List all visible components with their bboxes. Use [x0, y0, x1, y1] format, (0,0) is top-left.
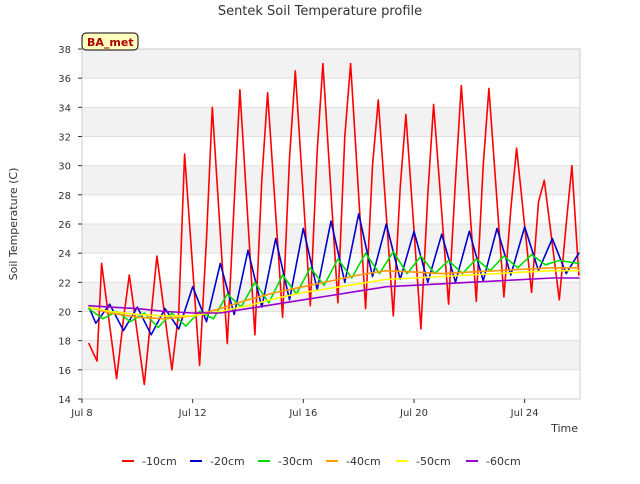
station-badge-box	[81, 32, 139, 51]
y-tick-label: 22	[58, 278, 71, 289]
y-tick-label: 26	[58, 220, 71, 231]
legend: -10cm -20cm -30cm -40cm -50cm -60cm	[122, 455, 521, 468]
y-tick-label: 14	[58, 395, 71, 406]
series-line-50cm	[88, 269, 580, 317]
legend-item-60cm: -60cm	[466, 455, 521, 468]
x-tick-label: Jul 8	[70, 408, 93, 419]
chart-title: Sentek Soil Temperature profile	[218, 4, 422, 19]
axis-ticks: 14 16 18 20 22 24 26 28 30 32 34 36 38 Jul 8 Jul 12 Jul…	[58, 45, 538, 419]
plot-band	[82, 224, 580, 254]
legend-label: -10cm	[142, 455, 177, 468]
y-tick-label: 20	[58, 308, 71, 319]
x-axis-label: Time	[550, 422, 578, 435]
legend-item-20cm: -20cm	[190, 455, 245, 468]
series-line-40cm	[88, 266, 580, 320]
series-line-60cm	[88, 277, 580, 314]
x-tick-label: Jul 16	[288, 408, 317, 419]
x-tick-label: Jul 12	[178, 408, 207, 419]
y-tick-label: 18	[58, 337, 71, 348]
plot-band	[82, 340, 580, 370]
legend-label: -30cm	[278, 455, 313, 468]
station-badge-label: BA_met	[87, 36, 134, 49]
y-axis-label: Soil Temperature (C)	[7, 168, 20, 281]
x-tick-label: Jul 20	[399, 408, 428, 419]
y-tick-label: 34	[58, 103, 71, 114]
series-line-20cm	[88, 213, 580, 336]
legend-item-40cm: -40cm	[326, 455, 381, 468]
y-tick-label: 38	[58, 45, 71, 56]
legend-label: -50cm	[416, 455, 451, 468]
legend-item-10cm: -10cm	[122, 455, 177, 468]
legend-label: -20cm	[210, 455, 245, 468]
station-badge: BA_met	[81, 32, 139, 51]
legend-label: -40cm	[346, 455, 381, 468]
y-tick-label: 30	[58, 162, 71, 173]
legend-label: -60cm	[486, 455, 521, 468]
plot-band	[82, 107, 580, 137]
plot-band	[82, 49, 580, 79]
y-tick-label: 36	[58, 74, 71, 85]
y-tick-label: 24	[58, 249, 71, 260]
y-tick-label: 32	[58, 133, 71, 144]
series-layer	[88, 62, 580, 386]
y-tick-label: 28	[58, 191, 71, 202]
series-line-10cm	[88, 62, 580, 386]
plot-band	[82, 282, 580, 312]
y-tick-label: 16	[58, 366, 71, 377]
legend-item-30cm: -30cm	[258, 455, 313, 468]
legend-item-50cm: -50cm	[396, 455, 451, 468]
x-tick-label: Jul 24	[510, 408, 539, 419]
